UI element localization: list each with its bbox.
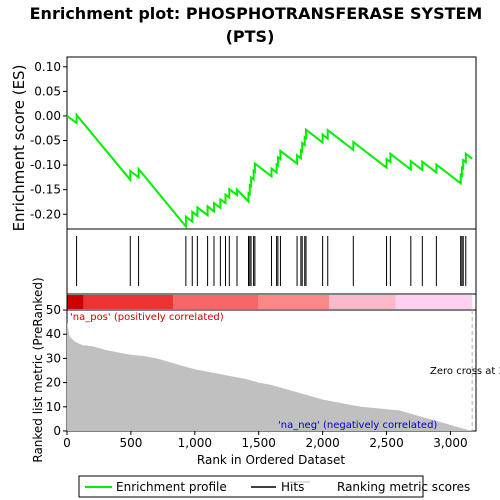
legend: Enrichment profile Hits Ranking metric s… — [78, 475, 470, 498]
zero-cross-label: Zero cross at 3 — [430, 366, 500, 377]
metric-y-tick-label: 0 — [53, 424, 61, 438]
ranked-metric-panel: 'na_pos' (positively correlated) 'na_neg… — [31, 277, 500, 467]
x-axis-ticks: 0 500 1,000 1,500 2,000 2,500 3,000 — [63, 431, 468, 450]
legend-label-metric: Ranking metric scores — [337, 480, 470, 494]
enrichment-frame — [66, 56, 477, 230]
heatmap-segment — [258, 295, 330, 309]
hit-lines-group — [76, 236, 467, 286]
metric-y-tick-label: 30 — [46, 351, 61, 365]
heatmap-segment — [329, 295, 396, 309]
es-y-tick-label: -0.10 — [30, 158, 61, 172]
metric-area-group — [67, 322, 473, 431]
es-y-tick-label: 0.00 — [34, 109, 61, 123]
heatmap-segment — [83, 295, 174, 309]
x-tick-label: 500 — [119, 436, 142, 450]
es-y-tick-label: -0.20 — [30, 207, 61, 221]
enrichment-profile-line — [66, 112, 473, 230]
metric-y-axis-label: Ranked list metric (PreRanked) — [31, 277, 45, 462]
heatmap-segment — [395, 295, 473, 309]
enrichment-panel: 0.10 0.05 0.00 -0.05 -0.10 -0.15 -0.20 Enrichm… — [10, 56, 477, 232]
metric-y-tick-label: 10 — [46, 400, 61, 414]
x-tick-label: 0 — [63, 436, 71, 450]
legend-label-hits: Hits — [281, 480, 304, 494]
heatmap-panel — [66, 293, 477, 311]
metric-y-tick-label: 40 — [46, 327, 61, 341]
heatmap-segment — [67, 295, 84, 309]
legend-label-enrichment: Enrichment profile — [116, 480, 227, 494]
metric-y-ticks: 0 10 20 30 40 50 — [46, 303, 67, 438]
heatmap-segments — [67, 295, 473, 309]
enrichment-line-group — [66, 112, 473, 230]
x-tick-label: 1,500 — [242, 436, 276, 450]
es-y-tick-label: 0.10 — [34, 60, 61, 74]
es-y-tick-label: 0.05 — [34, 84, 61, 98]
x-axis-label: Rank in Ordered Dataset — [197, 453, 345, 467]
chart-title-line1: Enrichment plot: PHOSPHOTRANSFERASE SYST… — [30, 4, 483, 23]
x-tick-label: 2,000 — [305, 436, 339, 450]
enrichment-y-ticks: 0.10 0.05 0.00 -0.05 -0.10 -0.15 -0.20 — [30, 60, 67, 221]
hits-panel — [66, 228, 477, 295]
na-neg-label: 'na_neg' (negatively correlated) — [278, 420, 437, 431]
x-tick-label: 3,000 — [433, 436, 467, 450]
metric-y-tick-label: 50 — [46, 303, 61, 317]
es-y-tick-label: -0.05 — [30, 134, 61, 148]
chart-title-line2: (PTS) — [226, 27, 275, 46]
x-tick-label: 2,500 — [369, 436, 403, 450]
na-pos-label: 'na_pos' (positively correlated) — [70, 312, 224, 323]
ranked-metric-area — [67, 322, 473, 431]
heatmap-segment — [173, 295, 259, 309]
es-y-tick-label: -0.15 — [30, 183, 61, 197]
x-tick-label: 1,000 — [178, 436, 212, 450]
enrichment-y-axis-label: Enrichment score (ES) — [10, 65, 28, 232]
metric-y-tick-label: 20 — [46, 376, 61, 390]
